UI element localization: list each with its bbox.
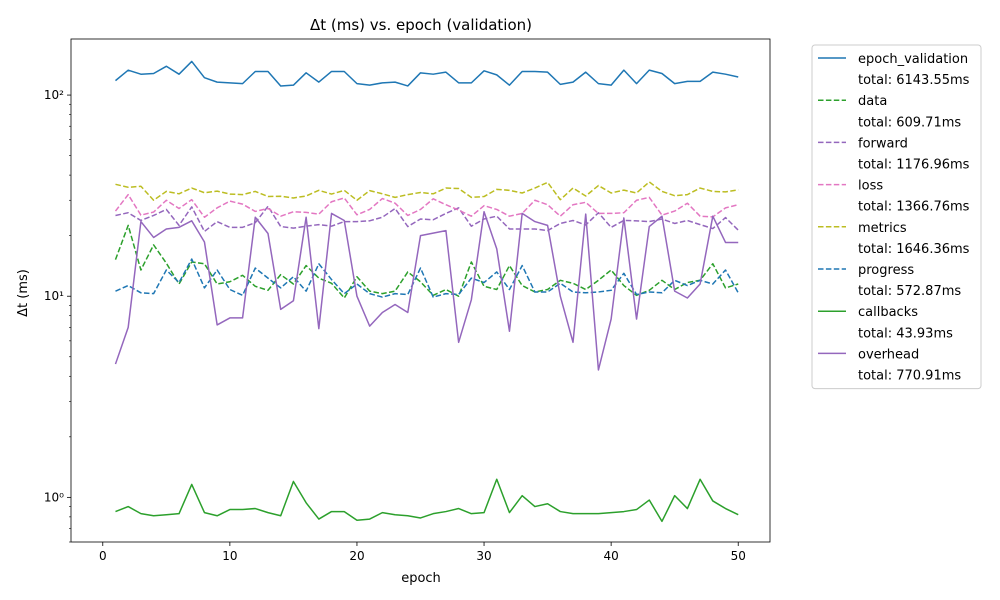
legend-total-progress: total: 572.87ms bbox=[858, 284, 961, 299]
series-line-callbacks bbox=[115, 478, 739, 523]
legend-label-forward: forward bbox=[858, 136, 908, 151]
x-axis-label: epoch bbox=[401, 571, 441, 586]
legend-label-overhead: overhead bbox=[858, 347, 919, 362]
axes-frame bbox=[70, 38, 771, 543]
series-layer bbox=[114, 60, 739, 523]
plot-background bbox=[71, 39, 770, 542]
series-line-metrics bbox=[115, 181, 739, 201]
legend-total-callbacks: total: 43.93ms bbox=[858, 326, 953, 341]
x-tick-label: 10 bbox=[222, 549, 237, 563]
legend-label-progress: progress bbox=[858, 263, 914, 278]
y-tick-label: 10¹ bbox=[44, 289, 64, 303]
series-line-overhead bbox=[114, 211, 739, 371]
x-tick-label: 50 bbox=[731, 549, 746, 563]
legend-label-data: data bbox=[858, 94, 887, 109]
chart-title: Δt (ms) vs. epoch (validation) bbox=[310, 16, 532, 34]
legend-total-loss: total: 1366.76ms bbox=[858, 200, 970, 215]
x-tick-label: 40 bbox=[603, 549, 618, 563]
axes-layer: 0 10 20 30 40 50 10⁰ 10¹ 10² bbox=[44, 38, 771, 563]
legend-total-forward: total: 1176.96ms bbox=[858, 158, 970, 173]
legend-label-metrics: metrics bbox=[858, 221, 907, 236]
legend-total-data: total: 609.71ms bbox=[858, 115, 961, 130]
series-line-data bbox=[114, 224, 739, 299]
legend-label-callbacks: callbacks bbox=[858, 305, 918, 320]
plot-area bbox=[71, 39, 770, 542]
legend: epoch_validation total: 6143.55ms data tota… bbox=[811, 44, 982, 390]
x-tick-label: 0 bbox=[99, 549, 107, 563]
series-line-epoch-validation bbox=[115, 60, 739, 87]
legend-total-overhead: total: 770.91ms bbox=[858, 369, 961, 384]
legend-total-epoch-validation: total: 6143.55ms bbox=[858, 73, 970, 88]
series-line-forward bbox=[115, 205, 739, 233]
y-tick-label: 10² bbox=[44, 88, 64, 102]
series-line-loss bbox=[114, 193, 739, 218]
legend-box bbox=[811, 44, 982, 390]
legend-total-metrics: total: 1646.36ms bbox=[858, 242, 970, 257]
x-tick-label: 20 bbox=[349, 549, 364, 563]
y-axis-label: Δt (ms) bbox=[16, 269, 31, 317]
legend-label-loss: loss bbox=[858, 179, 883, 194]
legend-label-epoch-validation: epoch_validation bbox=[858, 52, 968, 67]
x-tick-label: 30 bbox=[476, 549, 491, 563]
series-line-progress bbox=[115, 258, 739, 298]
y-tick-label: 10⁰ bbox=[44, 490, 64, 504]
